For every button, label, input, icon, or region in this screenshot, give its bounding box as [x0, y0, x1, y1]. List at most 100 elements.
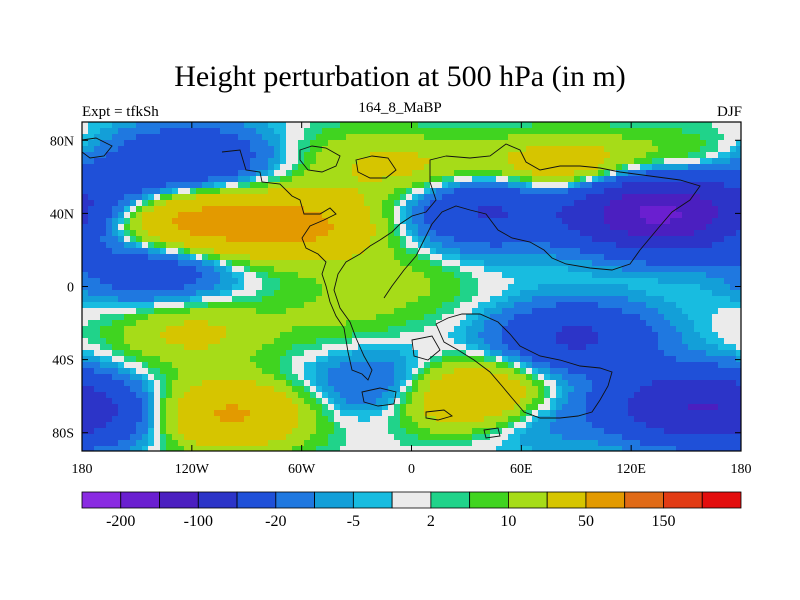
field-cell — [442, 260, 461, 267]
field-cell — [166, 434, 173, 441]
field-cell — [124, 362, 143, 369]
field-cell — [382, 404, 389, 411]
colorbar-swatch — [430, 491, 471, 509]
field-cell — [178, 422, 299, 429]
field-cell — [562, 392, 569, 399]
field-cell — [178, 416, 221, 423]
field-cell — [160, 332, 227, 339]
field-cell — [322, 386, 335, 393]
field-cell — [418, 386, 431, 393]
field-cell — [430, 368, 455, 375]
field-cell — [340, 404, 383, 411]
field-cell — [226, 266, 233, 273]
field-cell — [274, 386, 293, 393]
field-cell — [574, 170, 599, 177]
field-cell — [454, 308, 473, 315]
field-cell — [634, 392, 742, 399]
field-cell — [394, 392, 401, 399]
field-cell — [172, 392, 185, 399]
field-cell — [142, 200, 149, 207]
field-cell — [664, 350, 707, 357]
field-cell — [148, 248, 161, 255]
field-cell — [658, 308, 683, 315]
field-cell — [82, 338, 89, 345]
field-cell — [586, 194, 623, 201]
field-cell — [310, 434, 329, 441]
field-cell — [298, 392, 311, 399]
field-cell — [130, 386, 143, 393]
field-cell — [412, 188, 425, 195]
field-cell — [520, 368, 527, 375]
field-cell — [250, 254, 353, 261]
field-cell — [184, 392, 287, 399]
field-cell — [292, 164, 299, 171]
field-cell — [328, 416, 335, 423]
field-cell — [346, 440, 401, 447]
field-cell — [412, 194, 419, 201]
field-cell — [262, 344, 293, 351]
field-cell — [616, 176, 742, 183]
field-cell — [334, 416, 359, 423]
field-cell — [142, 194, 149, 201]
field-cell — [88, 212, 113, 219]
field-cell — [604, 212, 641, 219]
field-cell — [226, 332, 281, 339]
field-cell — [610, 170, 617, 177]
field-cell — [112, 356, 125, 363]
field-cell — [226, 404, 239, 411]
field-cell — [376, 398, 389, 405]
field-cell — [724, 182, 742, 189]
field-cell — [490, 368, 515, 375]
field-cell — [82, 194, 89, 201]
field-cell — [256, 128, 275, 135]
field-cell — [184, 284, 215, 291]
field-cell — [472, 428, 491, 435]
field-cell — [502, 206, 563, 213]
field-cell — [184, 320, 209, 327]
x-tick-label: 180 — [731, 462, 752, 477]
field-cell — [130, 206, 137, 213]
field-cell — [202, 296, 233, 303]
field-cell — [244, 284, 263, 291]
field-cell — [682, 338, 707, 345]
field-cell — [304, 134, 317, 141]
field-cell — [406, 374, 413, 381]
field-cell — [520, 434, 563, 441]
field-cell — [160, 386, 167, 393]
field-cell — [400, 350, 419, 357]
field-cell — [214, 410, 251, 417]
field-cell — [718, 362, 742, 369]
field-cell — [142, 224, 179, 231]
field-cell — [598, 164, 617, 171]
field-cell — [622, 134, 701, 141]
field-cell — [454, 296, 473, 303]
field-cell — [394, 368, 407, 375]
field-cell — [430, 380, 521, 387]
field-cell — [640, 212, 683, 219]
field-cell — [286, 380, 293, 387]
field-cell — [202, 254, 209, 261]
field-cell — [586, 374, 742, 381]
y-tick-label: 40N — [50, 207, 74, 222]
field-cell — [508, 296, 533, 303]
field-cell — [694, 326, 713, 333]
field-cell — [82, 224, 107, 231]
field-cell — [214, 182, 227, 189]
field-cell — [130, 236, 137, 243]
field-cell — [100, 236, 119, 243]
field-cell — [508, 284, 539, 291]
field-cell — [112, 416, 143, 423]
colorbar-swatch — [624, 491, 664, 509]
field-cell — [586, 410, 629, 417]
field-cell — [442, 350, 467, 357]
field-cell — [106, 422, 137, 429]
field-cell — [94, 350, 113, 357]
field-cell — [160, 440, 167, 447]
field-cell — [316, 356, 329, 363]
field-cell — [322, 212, 371, 219]
field-cell — [154, 398, 161, 405]
field-cell — [100, 332, 125, 339]
field-cell — [676, 206, 719, 213]
field-cell — [148, 440, 155, 447]
field-cell — [316, 380, 329, 387]
